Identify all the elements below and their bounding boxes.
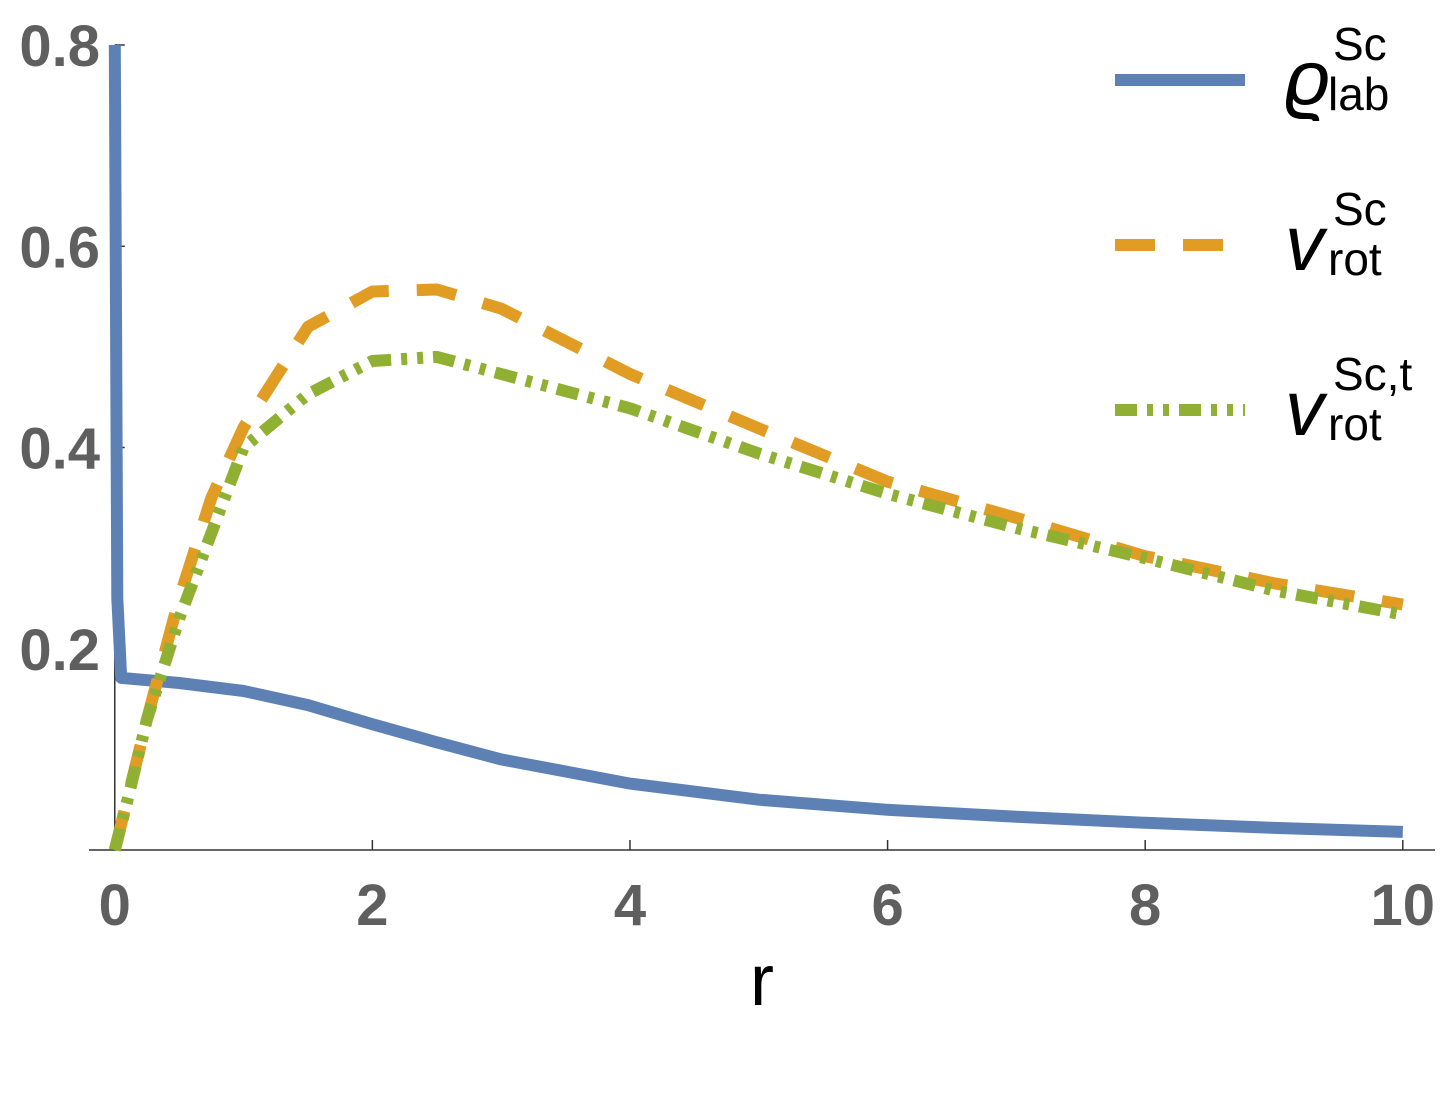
series-line bbox=[108, 350, 1404, 852]
legend-superscript: Sc bbox=[1333, 18, 1387, 70]
legend-label: v bbox=[1285, 199, 1328, 287]
y-tick-label: 0.2 bbox=[19, 618, 100, 683]
legend-subscript: rot bbox=[1328, 398, 1382, 450]
legend-superscript: Sc bbox=[1333, 183, 1387, 235]
y-tick-label: 0.6 bbox=[19, 215, 100, 280]
x-tick-label: 10 bbox=[1371, 873, 1436, 938]
y-tick-label: 0.4 bbox=[19, 417, 100, 482]
x-tick-label: 2 bbox=[356, 873, 388, 938]
y-tick-label: 0.8 bbox=[19, 14, 100, 79]
x-tick-label: 0 bbox=[99, 873, 131, 938]
x-tick-label: 8 bbox=[1129, 873, 1161, 938]
legend-subscript: lab bbox=[1328, 68, 1389, 120]
legend-superscript: Sc,t bbox=[1333, 348, 1412, 400]
legend-label: ϱ bbox=[1285, 34, 1330, 122]
x-tick-label: 4 bbox=[614, 873, 646, 938]
x-tick-label: 6 bbox=[871, 873, 903, 938]
legend-label: v bbox=[1285, 364, 1328, 452]
x-axis-label: r bbox=[750, 941, 774, 1021]
legend-subscript: rot bbox=[1328, 233, 1382, 285]
series-line bbox=[108, 44, 1403, 838]
